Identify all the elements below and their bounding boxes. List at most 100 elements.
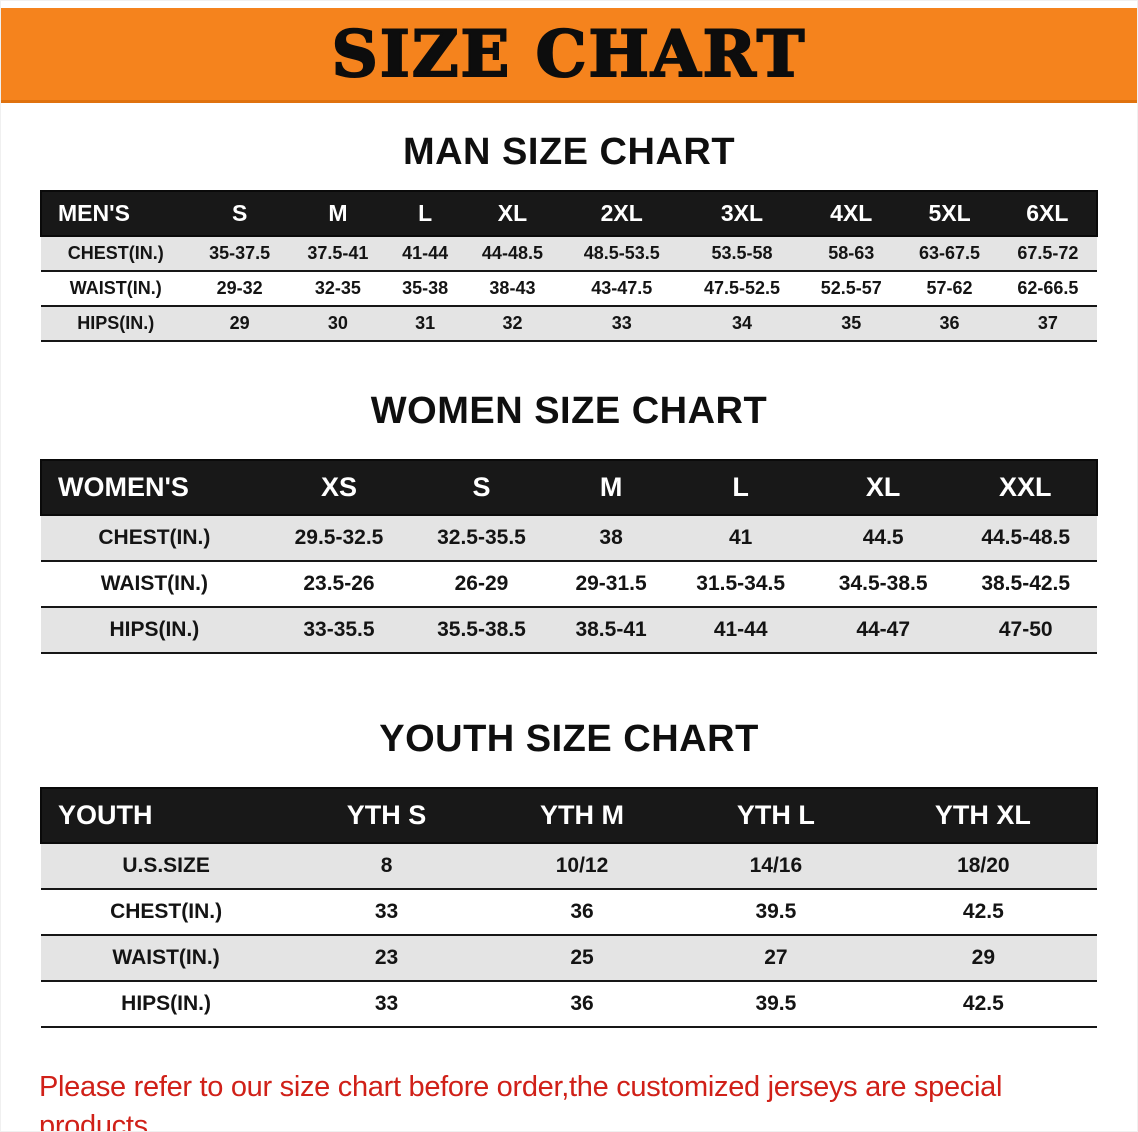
size-cell: 31.5-34.5 [696,572,786,595]
size-cell: 39.5 [755,992,797,1015]
table-row: WAIST(IN.) 23 25 27 29 [41,935,1097,981]
size-cell: 63-67.5 [919,243,981,263]
footer-note: Please refer to our size chart before or… [39,1068,1099,1132]
column-header: YTH L [736,800,815,830]
size-cell: 33-35.5 [303,618,375,641]
size-cell: 41-44 [713,618,768,641]
column-header: 4XL [830,200,873,226]
size-cell: 33 [374,900,399,923]
size-cell: 32.5-35.5 [437,526,526,549]
table-header-row: WOMEN'S XS S M L XL XXL [41,460,1097,515]
table-header-row: MEN'S S M L XL 2XL 3XL 4XL 5XL 6XL [41,191,1097,236]
size-cell: 18/20 [957,854,1010,877]
size-cell: 67.5-72 [1017,243,1079,263]
row-label: U.S.SIZE [122,854,210,877]
row-label: HIPS(IN.) [109,618,200,641]
size-cell: 32-35 [314,278,361,298]
size-cell: 41-44 [402,243,449,263]
table-row: CHEST(IN.) 35-37.5 37.5-41 41-44 44-48.5 48.5… [41,236,1097,271]
size-cell: 36 [939,313,960,333]
size-cell: 29-31.5 [575,572,647,595]
size-cell: 33 [374,992,399,1015]
size-cell: 36 [570,900,594,923]
size-cell: 34 [731,313,752,333]
row-label: WAIST(IN.) [69,278,162,298]
size-cell: 26-29 [454,572,509,595]
table-row: HIPS(IN.) 29 30 31 32 33 34 35 36 37 [41,306,1097,341]
men-section-heading: MAN SIZE CHART [402,131,736,173]
size-cell: 23 [374,946,399,969]
size-cell: 33 [611,313,632,333]
size-cell: 32 [502,313,523,333]
size-cell: 44.5-48.5 [981,526,1071,549]
size-cell: 62-66.5 [1017,278,1079,298]
column-header: L [418,200,433,226]
column-header: YTH M [540,800,625,830]
size-cell: 8 [380,854,393,877]
women-section-heading: WOMEN SIZE CHART [370,390,768,432]
size-cell: 41 [728,526,753,549]
size-cell: 38.5-41 [575,618,647,641]
top-margin [1,1,1137,8]
size-cell: 35-37.5 [209,243,271,263]
column-header: M [599,472,623,502]
size-cell: 38.5-42.5 [981,572,1071,595]
row-label: HIPS(IN.) [121,992,211,1015]
table-title-cell: YOUTH [58,800,153,830]
size-cell: 38 [599,526,623,549]
size-cell: 31 [415,313,436,333]
size-cell: 27 [764,946,788,969]
column-header: XS [320,472,357,502]
size-cell: 47.5-52.5 [703,278,781,298]
size-cell: 42.5 [962,900,1004,923]
row-label: WAIST(IN.) [100,572,209,595]
size-cell: 48.5-53.5 [583,243,660,263]
size-cell: 34.5-38.5 [838,572,928,595]
row-label: HIPS(IN.) [77,313,155,333]
table-row: CHEST(IN.) 29.5-32.5 32.5-35.5 38 41 44.5 44.5… [41,515,1097,561]
size-cell: 35-38 [402,278,449,298]
column-header: 5XL [928,200,971,226]
women-size-section: WOMEN SIZE CHART WOMEN'S XS S M L XL XXL CHEST(… [1,390,1137,654]
column-header: YTH XL [934,800,1031,830]
size-cell: 29 [229,313,250,333]
table-title-cell: WOMEN'S [58,472,189,502]
row-label: CHEST(IN.) [98,526,211,549]
row-label: CHEST(IN.) [110,900,223,923]
table-row: CHEST(IN.) 33 36 39.5 42.5 [41,889,1097,935]
size-cell: 29 [971,946,996,969]
size-cell: 44-48.5 [481,243,543,263]
column-header: M [328,200,348,226]
size-cell: 25 [570,946,594,969]
youth-size-section: YOUTH SIZE CHART YOUTH YTH S YTH M YTH L YTH… [1,718,1137,1028]
women-size-table: WOMEN'S XS S M L XL XXL CHEST(IN.) 29.5-32.5 32.5… [40,459,1098,654]
size-cell: 39.5 [755,900,797,923]
youth-size-table: YOUTH YTH S YTH M YTH L YTH XL U.S.SIZE 8 10/12… [40,787,1098,1028]
size-cell: 37 [1037,313,1058,333]
size-cell: 37.5-41 [307,243,369,263]
size-cell: 35 [841,313,862,333]
table-row: WAIST(IN.) 23.5-26 26-29 29-31.5 31.5-34.5 34… [41,561,1097,607]
column-header: XL [865,472,901,502]
size-cell: 57-62 [926,278,973,298]
size-cell: 53.5-58 [711,243,773,263]
column-header: 2XL [600,200,643,226]
size-cell: 29.5-32.5 [294,526,384,549]
row-label: CHEST(IN.) [67,243,164,263]
table-row: HIPS(IN.) 33-35.5 35.5-38.5 38.5-41 41-44 44-… [41,607,1097,653]
page-title: SIZE CHART [331,16,807,93]
column-header: 6XL [1026,200,1069,226]
size-cell: 36 [570,992,594,1015]
size-cell: 14/16 [749,854,803,877]
column-header: L [732,472,749,502]
table-row: U.S.SIZE 8 10/12 14/16 18/20 [41,843,1097,889]
size-cell: 47-50 [998,618,1053,641]
table-header-row: YOUTH YTH S YTH M YTH L YTH XL [41,788,1097,843]
size-cell: 58-63 [828,243,875,263]
size-cell: 43-47.5 [591,278,653,298]
row-label: WAIST(IN.) [112,946,220,969]
column-header: YTH S [346,800,427,830]
footer-note-line-1: Please refer to our size chart before or… [39,1071,1003,1132]
column-header: S [472,472,491,502]
